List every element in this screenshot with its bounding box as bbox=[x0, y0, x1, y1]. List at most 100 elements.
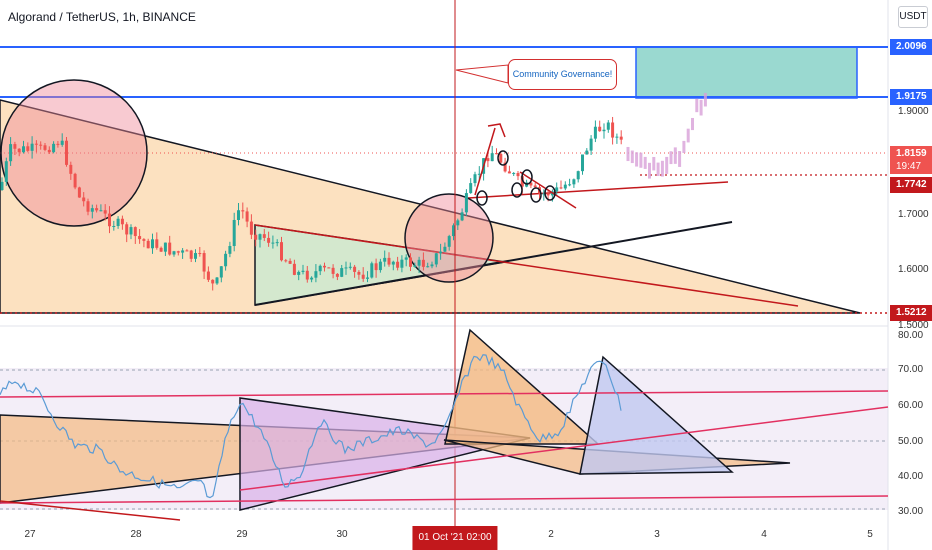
time-label: 2 bbox=[548, 529, 554, 540]
candle bbox=[65, 140, 68, 165]
candle bbox=[464, 193, 468, 213]
candle bbox=[228, 246, 232, 254]
candle bbox=[108, 213, 111, 227]
candle bbox=[357, 271, 361, 275]
candle bbox=[318, 265, 322, 272]
candle bbox=[120, 218, 124, 225]
candle bbox=[82, 197, 86, 202]
candle bbox=[241, 210, 245, 212]
candle bbox=[262, 234, 266, 238]
candle bbox=[585, 150, 589, 155]
candle bbox=[563, 184, 567, 189]
rsi-line bbox=[0, 354, 622, 499]
rsi-tick: 50.00 bbox=[898, 436, 924, 447]
price-tick: 1.9000 bbox=[898, 106, 929, 117]
candle bbox=[490, 153, 494, 162]
rsi-tick: 60.00 bbox=[898, 400, 924, 411]
candle bbox=[39, 144, 43, 146]
candle bbox=[611, 122, 615, 138]
candle bbox=[17, 148, 21, 153]
support-trendline[interactable] bbox=[254, 221, 733, 306]
candle bbox=[331, 267, 335, 274]
rsi-triangle-5[interactable] bbox=[579, 355, 734, 475]
candle bbox=[86, 201, 90, 212]
candle bbox=[159, 247, 163, 252]
candle bbox=[301, 270, 305, 272]
candle bbox=[73, 173, 77, 188]
candle bbox=[305, 270, 309, 280]
rsi-tick: 70.00 bbox=[898, 364, 924, 375]
candle bbox=[211, 279, 215, 284]
projected-candle bbox=[703, 92, 707, 107]
rsi-triangle-3[interactable] bbox=[444, 328, 600, 445]
projected-candle bbox=[652, 156, 656, 171]
candle bbox=[185, 250, 189, 252]
candle bbox=[219, 266, 223, 278]
candle bbox=[593, 126, 597, 139]
candle bbox=[176, 251, 180, 253]
price-tag-current: 1.8159 19:47 bbox=[890, 146, 932, 174]
candle bbox=[327, 267, 331, 269]
candle bbox=[163, 242, 167, 252]
candle bbox=[215, 277, 219, 284]
candle bbox=[503, 162, 507, 172]
candle bbox=[404, 257, 408, 260]
projected-candle bbox=[643, 156, 647, 169]
price-tick: 1.5000 bbox=[898, 320, 929, 331]
candle bbox=[275, 242, 279, 244]
candle bbox=[0, 181, 4, 190]
projected-candle bbox=[639, 152, 643, 168]
candle bbox=[138, 236, 142, 240]
rsi-triangle-2[interactable] bbox=[239, 397, 531, 511]
candle bbox=[271, 242, 275, 244]
candle bbox=[374, 263, 378, 271]
candle bbox=[69, 164, 73, 174]
candle bbox=[529, 182, 533, 186]
candle bbox=[9, 144, 13, 162]
candle bbox=[116, 218, 120, 226]
candle bbox=[172, 251, 176, 255]
candle-countdown: 19:47 bbox=[896, 161, 922, 172]
candle bbox=[344, 267, 348, 269]
breakout-trendline[interactable] bbox=[467, 181, 729, 199]
candle bbox=[168, 242, 172, 255]
candle bbox=[576, 171, 580, 180]
candle bbox=[202, 253, 206, 272]
candle bbox=[60, 140, 64, 145]
time-label: 3 bbox=[654, 529, 660, 540]
candle bbox=[198, 253, 202, 255]
candle bbox=[568, 184, 572, 186]
candle bbox=[267, 237, 271, 243]
candle bbox=[224, 253, 228, 267]
candle bbox=[460, 212, 464, 221]
candle bbox=[245, 211, 249, 222]
candle bbox=[112, 225, 116, 227]
projected-candle bbox=[665, 156, 669, 174]
projected-candle bbox=[682, 140, 686, 153]
candle bbox=[103, 210, 107, 214]
projected-candle bbox=[699, 99, 703, 116]
resistance-trendline[interactable] bbox=[254, 224, 799, 307]
current-time-label: 01 Oct '21 02:00 bbox=[412, 526, 498, 550]
price-tag-1-9175: 1.9175 bbox=[890, 89, 932, 105]
candle bbox=[409, 257, 412, 267]
candle bbox=[533, 185, 537, 188]
currency-button[interactable]: USDT bbox=[898, 6, 928, 28]
candle bbox=[99, 210, 103, 212]
candle bbox=[30, 143, 34, 151]
projected-candle bbox=[656, 162, 660, 177]
candle bbox=[413, 265, 417, 267]
governance-callout[interactable]: Community Governance! bbox=[508, 59, 617, 90]
candle bbox=[555, 187, 559, 192]
candle bbox=[430, 264, 434, 267]
candle bbox=[181, 250, 185, 253]
symbol-title[interactable]: Algorand / TetherUS, 1h, BINANCE bbox=[8, 10, 196, 24]
candle bbox=[142, 239, 146, 241]
candle bbox=[4, 161, 8, 182]
target-zone[interactable] bbox=[635, 46, 858, 99]
projected-candle bbox=[626, 146, 630, 162]
candle bbox=[370, 263, 374, 278]
candle bbox=[366, 277, 369, 279]
highlight-circle-left[interactable] bbox=[0, 79, 148, 227]
